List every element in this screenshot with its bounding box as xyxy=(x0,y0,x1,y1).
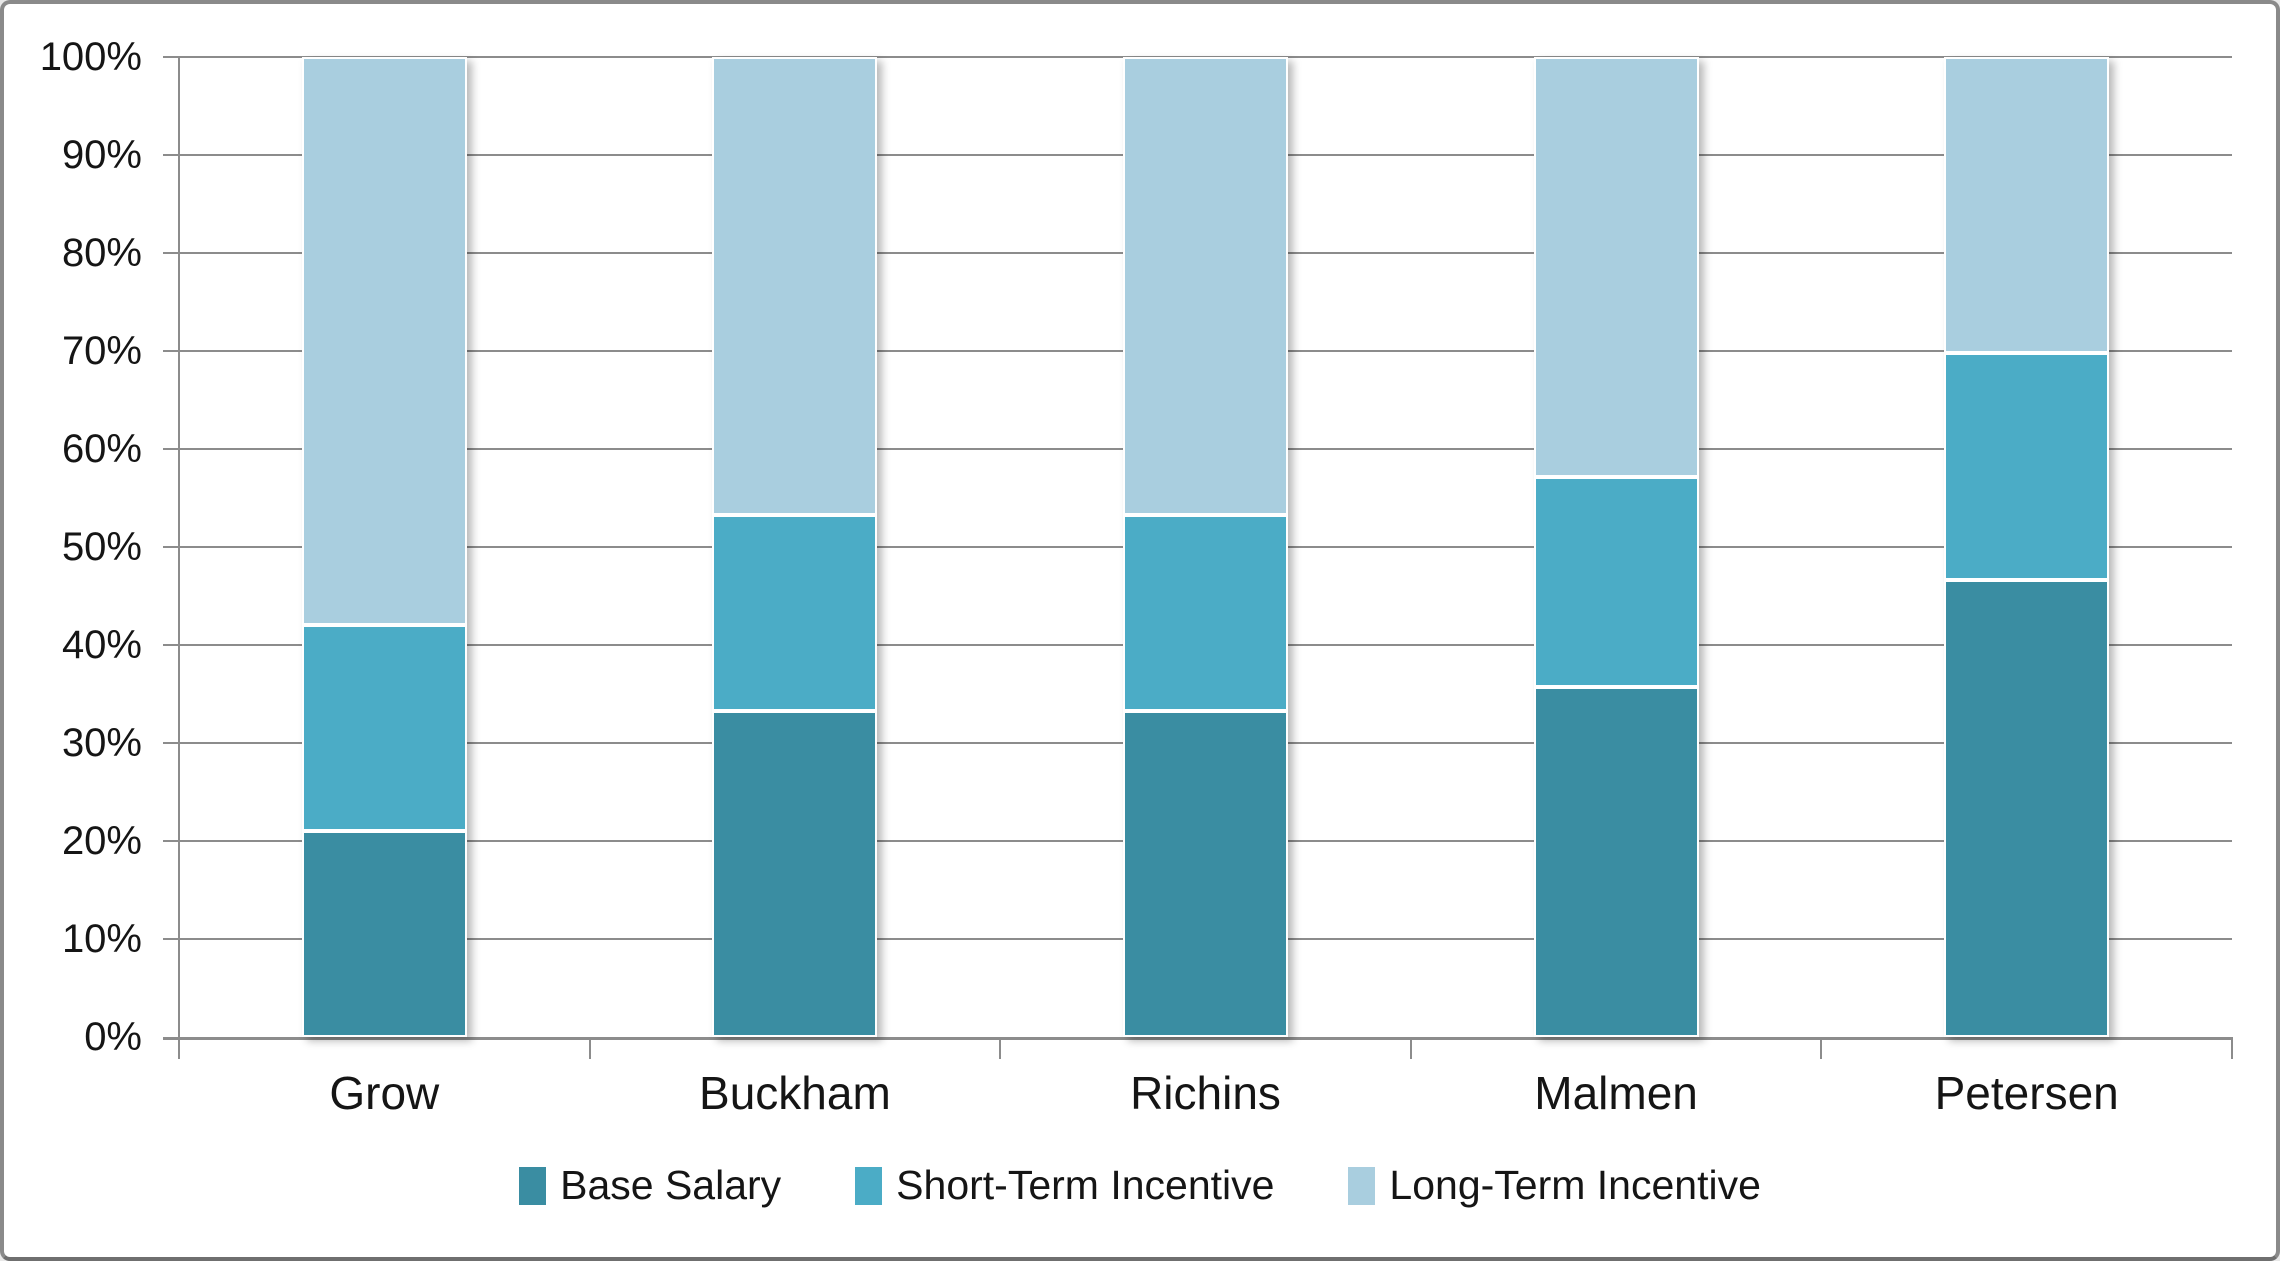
bar-segment-short-term-incentive xyxy=(1123,514,1288,711)
y-axis-tick-label: 0% xyxy=(84,1015,142,1059)
x-axis-category-label: Malmen xyxy=(1534,1067,1698,1119)
x-axis-tick xyxy=(999,1037,1002,1059)
y-axis-tick-label: 50% xyxy=(61,525,142,569)
x-axis-tick xyxy=(2231,1037,2233,1059)
x-axis-category-label: Richins xyxy=(1130,1067,1281,1119)
x-axis-line xyxy=(163,1037,2232,1040)
bar-segment-short-term-incentive xyxy=(712,514,878,711)
bar-segment-base-salary xyxy=(1123,710,1288,1037)
y-axis-tick-label: 60% xyxy=(61,427,142,471)
y-axis-tick-label: 40% xyxy=(61,623,142,667)
y-axis-tick-label: 10% xyxy=(61,917,142,961)
y-axis-tick-label: 30% xyxy=(61,721,142,765)
bar-segment-long-term-incentive xyxy=(301,57,467,626)
stacked-bar xyxy=(1944,57,2110,1037)
bar-segment-short-term-incentive xyxy=(1944,352,2110,581)
legend-item: Long-Term Incentive xyxy=(1348,1162,1761,1209)
x-axis-tick xyxy=(178,1037,180,1059)
y-axis-tick-label: 80% xyxy=(61,231,142,275)
bar-segment-base-salary xyxy=(712,710,878,1037)
legend-swatch-short-term-incentive xyxy=(855,1166,883,1205)
legend-item: Short-Term Incentive xyxy=(855,1162,1274,1209)
legend-label: Short-Term Incentive xyxy=(896,1162,1275,1208)
stacked-bar xyxy=(1533,57,1699,1037)
legend-label: Long-Term Incentive xyxy=(1389,1162,1761,1208)
x-axis-category-label: Grow xyxy=(329,1067,440,1119)
y-axis-tick-label: 20% xyxy=(61,819,142,863)
y-axis-tick-label: 100% xyxy=(39,35,142,79)
legend-label: Base Salary xyxy=(560,1162,782,1208)
bar-segment-short-term-incentive xyxy=(301,625,467,832)
bar-segment-long-term-incentive xyxy=(712,57,878,515)
y-axis-tick-label: 90% xyxy=(61,133,142,177)
x-axis-tick xyxy=(1409,1037,1412,1059)
legend-item: Base Salary xyxy=(519,1162,781,1209)
legend-swatch-base-salary xyxy=(519,1166,547,1205)
legend: Base Salary Short-Term Incentive Long-Term… xyxy=(4,1162,2276,1209)
bar-segment-long-term-incentive xyxy=(1123,57,1288,515)
x-axis-category-label: Buckham xyxy=(699,1067,891,1119)
x-axis-tick xyxy=(1820,1037,1823,1059)
y-axis-tick-label: 70% xyxy=(61,329,142,373)
bar-segment-long-term-incentive xyxy=(1533,57,1699,478)
stacked-bar xyxy=(1123,57,1288,1037)
x-axis-tick xyxy=(588,1037,591,1059)
bar-segment-short-term-incentive xyxy=(1533,477,1699,688)
stacked-bar xyxy=(301,57,467,1037)
y-axis-line xyxy=(178,56,180,1038)
y-gridline xyxy=(163,56,2232,58)
legend-swatch-long-term-incentive xyxy=(1348,1166,1376,1205)
bar-segment-long-term-incentive xyxy=(1944,57,2110,353)
bar-segment-base-salary xyxy=(1944,580,2110,1037)
x-axis-category-label: Petersen xyxy=(1934,1067,2119,1119)
stacked-bar xyxy=(712,57,878,1037)
bar-segment-base-salary xyxy=(1533,687,1699,1037)
bar-segment-base-salary xyxy=(301,831,467,1037)
